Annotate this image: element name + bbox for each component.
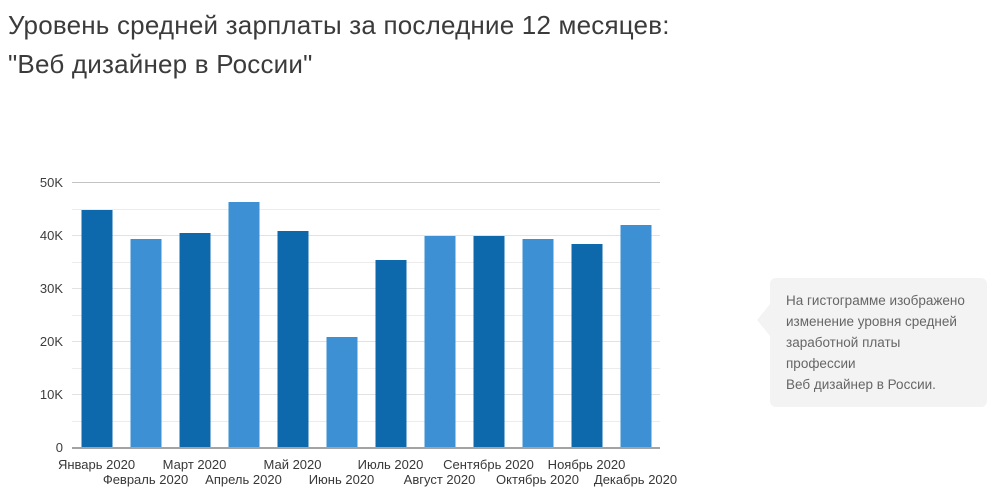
x-tick-label-Февраль 2020: Февраль 2020 [102, 472, 189, 487]
bar-Июнь 2020 [326, 336, 357, 448]
gridline-45000 [72, 208, 660, 210]
gridline-30000 [72, 288, 660, 289]
callout-left-arrow [757, 304, 770, 336]
y-tick-label-40K: 40K [39, 228, 63, 243]
bar-Май 2020 [277, 230, 308, 448]
gridline-35000 [72, 261, 660, 263]
bar-Сентябрь 2020 [473, 236, 504, 448]
chart-note-text: На гистограмме изображено изменение уров… [786, 293, 965, 392]
x-tick-label-Август 2020: Август 2020 [403, 472, 476, 487]
chart-note-callout: На гистограмме изображено изменение уров… [757, 278, 987, 407]
bar-Июль 2020 [375, 259, 406, 448]
x-tick-label-Март 2020: Март 2020 [162, 457, 227, 472]
page-title: Уровень средней зарплаты за последние 12… [8, 6, 670, 84]
y-tick-label-50K: 50K [39, 175, 63, 190]
bar-Апрель 2020 [228, 201, 259, 448]
gridline-25000 [72, 314, 660, 316]
bar-Март 2020 [179, 233, 210, 448]
x-tick-label-Декабрь 2020: Декабрь 2020 [593, 472, 678, 487]
x-tick-label-Ноябрь 2020: Ноябрь 2020 [547, 457, 626, 472]
bar-Декабрь 2020 [620, 225, 651, 448]
page-title-line2: "Веб дизайнер в России" [8, 49, 313, 79]
salary-bar-chart: 0 10K 20K 30K 40K 50K Январь 2020 Февраль 2020… [40, 175, 677, 487]
x-tick-label-Апрель 2020: Апрель 2020 [205, 472, 282, 487]
gridline-20000 [72, 341, 660, 342]
y-tick-label-30K: 30K [39, 281, 63, 296]
bar-Октябрь 2020 [522, 238, 553, 448]
x-tick-label-Май 2020: Май 2020 [263, 457, 322, 472]
gridline-15000 [72, 367, 660, 369]
bar-Август 2020 [424, 236, 455, 448]
gridline-40000 [72, 235, 660, 236]
x-tick-label-Сентябрь 2020: Сентябрь 2020 [443, 457, 534, 472]
gridline-5000 [72, 420, 660, 422]
gridline-10000 [72, 394, 660, 395]
bar-Ноябрь 2020 [571, 243, 602, 448]
y-tick-label-0: 0 [55, 440, 63, 455]
y-tick-label-10K: 10K [39, 387, 63, 402]
x-tick-label-Июнь 2020: Июнь 2020 [308, 472, 375, 487]
x-tick-label-Июль 2020: Июль 2020 [357, 457, 424, 472]
y-tick-label-20K: 20K [39, 334, 63, 349]
bar-Январь 2020 [81, 209, 112, 448]
gridline-50000 [72, 182, 660, 183]
x-axis-line [72, 447, 660, 449]
page-title-line1: Уровень средней зарплаты за последние 12… [8, 10, 670, 40]
x-tick-label-Январь 2020: Январь 2020 [57, 457, 136, 472]
bar-Февраль 2020 [130, 238, 161, 448]
x-tick-label-Октябрь 2020: Октябрь 2020 [496, 472, 579, 487]
